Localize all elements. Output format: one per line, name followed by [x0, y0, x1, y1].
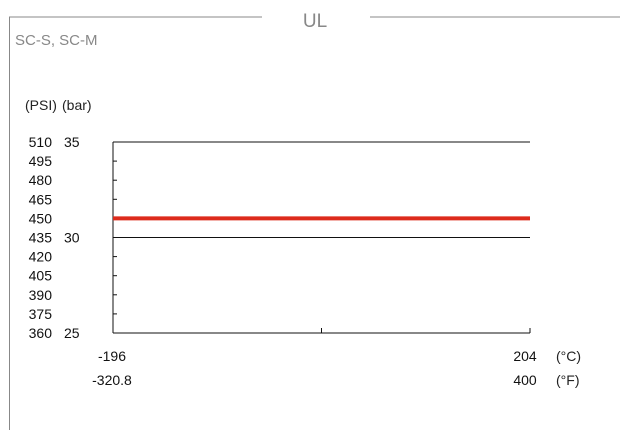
y-tick-label-bar: 25	[64, 325, 80, 341]
y-tick-label-psi: 465	[29, 191, 53, 207]
chart-marks: 510 495 480 465 450 435 420 405 390 375 360 35 30 25 -…	[29, 134, 537, 388]
x-tick-label-fahrenheit: 400	[513, 372, 537, 388]
y-tick-label-psi: 435	[29, 230, 53, 246]
panel-title: UL	[303, 11, 327, 32]
y-tick-label-psi: 360	[29, 325, 53, 341]
y-unit-psi: (PSI)	[25, 97, 57, 113]
y-tick-label-psi: 480	[29, 172, 53, 188]
y-tick-label-bar: 35	[64, 134, 80, 150]
x-tick-label-fahrenheit: -320.8	[92, 372, 132, 388]
x-tick-label-celsius: 204	[513, 348, 537, 364]
panel-subtitle: SC-S, SC-M	[15, 32, 98, 49]
y-tick-label-psi: 495	[29, 153, 53, 169]
y-tick-label-psi: 405	[29, 268, 53, 284]
x-unit-celsius: (°C)	[556, 348, 581, 364]
x-tick-label-celsius: -196	[98, 348, 126, 364]
y-tick-label-psi: 450	[29, 210, 53, 226]
y-tick-label-psi: 420	[29, 249, 53, 265]
x-unit-fahrenheit: (°F)	[556, 372, 579, 388]
y-tick-label-psi: 375	[29, 306, 53, 322]
y-tick-label-psi: 390	[29, 287, 53, 303]
y-unit-bar: (bar)	[62, 97, 92, 113]
y-tick-label-bar: 30	[64, 230, 80, 246]
y-tick-label-psi: 510	[29, 134, 53, 150]
